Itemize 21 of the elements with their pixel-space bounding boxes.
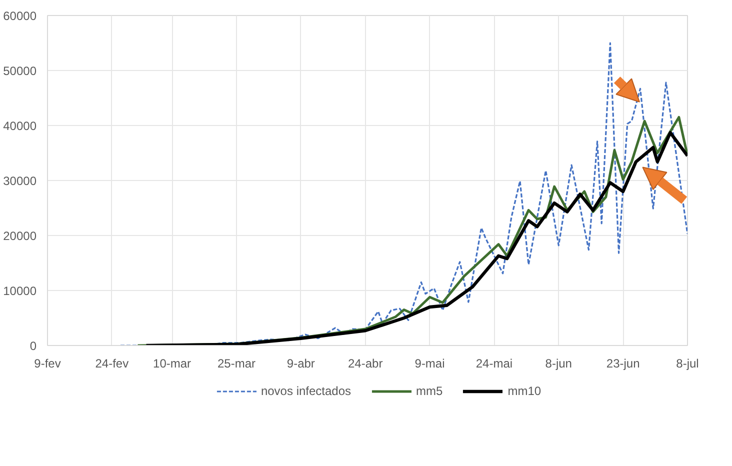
legend-label: mm10 [508,384,542,398]
x-tick-label: 8-jul [676,356,699,370]
x-tick-label: 25-mar [217,356,256,370]
x-tick-label: 8-jun [545,356,572,370]
y-tick-label: 40000 [3,119,37,133]
y-tick-label: 30000 [3,174,37,188]
y-tick-label: 10000 [3,284,37,298]
y-tick-label: 0 [30,339,37,353]
y-tick-label: 60000 [3,9,37,23]
x-tick-label: 9-mai [414,356,445,370]
x-tick-label: 24-abr [348,356,383,370]
x-tick-label: 9-abr [286,356,315,370]
x-tick-label: 23-jun [606,356,640,370]
legend-label: novos infectados [260,384,352,398]
x-tick-label: 10-mar [153,356,192,370]
y-tick-label: 50000 [3,64,37,78]
x-tick-label: 24-mai [476,356,513,370]
legend-label: mm5 [416,384,443,398]
x-tick-label: 9-fev [34,356,61,370]
y-tick-label: 20000 [3,229,37,243]
x-tick-label: 24-fev [95,356,129,370]
